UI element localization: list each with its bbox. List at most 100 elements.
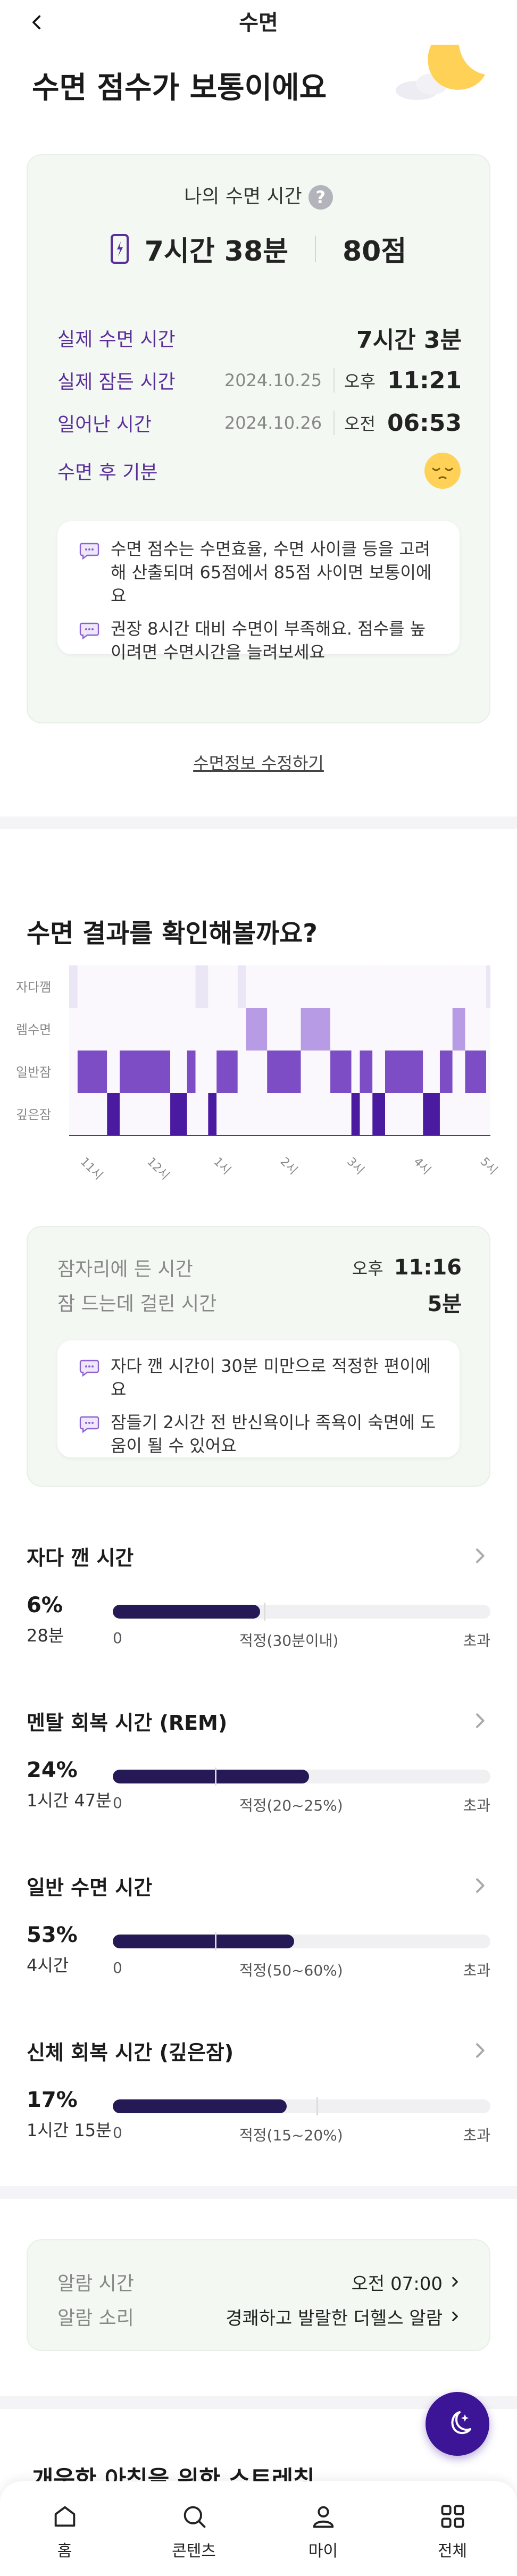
stage-bar-range: 적정(20~25%): [239, 1797, 343, 1814]
actual-sleep-row: 실제 수면 시간 7시간 3분: [57, 322, 462, 354]
sleep-score-notes: 수면 점수는 수면효율, 수면 사이클 등을 고려해 산출되며 65점에서 85…: [57, 521, 460, 662]
divider: [314, 235, 316, 262]
stage-bar-zero: 0: [113, 2124, 122, 2141]
bedtime-ampm: 오후: [352, 1258, 383, 1279]
chart-x-tick-label: 4시: [411, 1155, 433, 1178]
chart-segment-awake: [69, 965, 78, 1008]
chart-segment-awake: [486, 965, 490, 1008]
stage-percent: 53%: [27, 1923, 78, 1947]
note-text: 권장 8시간 대비 수면이 부족해요. 점수를 높이려면 수면시간을 늘려보세요: [111, 619, 426, 662]
woke-up-row: 일어난 시간 2024.10.26 오전 06:53: [57, 407, 462, 439]
stage-bar-range: 적정(15~20%): [239, 2127, 343, 2144]
stage-bar-tick: [214, 1932, 216, 1950]
stage-title: 일반 수면 시간: [27, 1875, 153, 1899]
home-icon: [54, 2506, 75, 2527]
my-sleep-time-heading: 나의 수면 시간?: [0, 181, 517, 210]
sleep-score: 80점: [342, 236, 407, 268]
stage-awake[interactable]: 자다 깬 시간 6% 28분 0 적정(30분이내) 초과: [27, 1540, 490, 1673]
stage-bar-tick: [316, 2097, 319, 2115]
alarm-time-value: 오전 07:00: [351, 2273, 443, 2295]
chart-segment-light: [439, 1051, 453, 1093]
chart-segment-light: [360, 1051, 373, 1093]
stage-bar-over: 초과: [463, 1797, 490, 1814]
stage-light[interactable]: 일반 수면 시간 53% 4시간 0 적정(50~60%) 초과: [27, 1870, 490, 2003]
chart-segment-awake: [237, 965, 246, 1008]
chevron-left-icon: [32, 15, 41, 30]
note-text: 자다 깬 시간이 30분 미만으로 적정한 편이에요: [111, 1356, 431, 1399]
nav-contents[interactable]: 콘텐츠: [129, 2481, 258, 2576]
note-item: 권장 8시간 대비 수면이 부족해요. 점수를 높이려면 수면시간을 늘려보세요: [79, 617, 438, 664]
chart-segment-light: [187, 1051, 196, 1093]
chart-x-tick-label: 11시: [78, 1155, 105, 1183]
stage-bar-over: 초과: [463, 2127, 490, 2144]
chart-segment-awake: [195, 965, 209, 1008]
stage-percent: 6%: [27, 1593, 63, 1618]
stage-rem[interactable]: 멘탈 회복 시간 (REM) 24% 1시간 47분 0 적정(20~25%) …: [27, 1705, 490, 1838]
alarm-time-row[interactable]: 알람 시간 오전 07:00: [57, 2267, 462, 2297]
info-date: 2024.10.26: [224, 413, 322, 433]
nav-home[interactable]: 홈: [0, 2481, 129, 2576]
note-item: 수면 점수는 수면효율, 수면 사이클 등을 고려해 산출되며 65점에서 85…: [79, 537, 438, 607]
info-label: 실제 잠든 시간: [57, 371, 176, 393]
chart-segment-deep: [423, 1093, 440, 1136]
stage-bar-fill: [113, 2099, 287, 2113]
note-text: 잠들기 2시간 전 반신욕이나 족욕이 숙면에 도움이 될 수 있어요: [111, 1412, 436, 1456]
alarm-sound-label: 알람 소리: [57, 2307, 134, 2329]
sleep-latency-label: 잠 드는데 걸린 시간: [57, 1293, 217, 1315]
sleep-latency-row: 잠 드는데 걸린 시간 5분: [57, 1287, 462, 1317]
person-icon: [313, 2506, 333, 2528]
note-item: 잠들기 2시간 전 반신욕이나 족욕이 숙면에 도움이 될 수 있어요: [79, 1411, 438, 1457]
fell-asleep-value: 11:21: [387, 366, 462, 394]
chart-segment-deep: [351, 1093, 360, 1136]
nav-label: 마이: [308, 2542, 338, 2561]
help-icon[interactable]: ?: [308, 185, 333, 210]
total-sleep-row: 7시간 38분 80점: [0, 229, 517, 269]
stage-duration: 1시간 47분: [27, 1790, 112, 1811]
chart-segment-light: [465, 1051, 487, 1093]
chart-segment-light: [385, 1051, 423, 1093]
chart-segment-deep: [170, 1093, 187, 1136]
sleep-mode-button[interactable]: [426, 2392, 489, 2456]
chart-x-tick-label: 2시: [278, 1155, 300, 1178]
alarm-sound-row[interactable]: 알람 소리 경쾌하고 발랄한 더헬스 알람: [57, 2302, 462, 2331]
chart-segment-light: [120, 1051, 171, 1093]
stage-bar-range: 적정(30분이내): [239, 1632, 339, 1649]
stage-bar-over: 초과: [463, 1632, 490, 1649]
chart-x-tick-label: 12시: [144, 1155, 172, 1183]
chart-segment-deep: [208, 1093, 217, 1136]
nav-label: 홈: [57, 2542, 72, 2561]
info-ampm: 오후: [333, 368, 376, 393]
stage-deep[interactable]: 신체 회복 시간 (깊은잠) 17% 1시간 15분 0 적정(15~20%) …: [27, 2035, 490, 2167]
stage-bar-zero: 0: [113, 1629, 122, 1647]
bedtime-row: 잠자리에 든 시간 오후 11:16: [57, 1253, 462, 1282]
page-title: 수면: [239, 11, 278, 35]
alarm-time-label: 알람 시간: [57, 2273, 134, 2295]
note-text: 수면 점수는 수면효율, 수면 사이클 등을 고려해 산출되며 65점에서 85…: [111, 539, 432, 606]
sleep-score-title: 수면 점수가 보통이에요: [32, 71, 327, 105]
stage-bar-track: [113, 1605, 490, 1619]
bedtime-label: 잠자리에 든 시간: [57, 1258, 193, 1280]
chart-segment-light: [216, 1051, 238, 1093]
edit-sleep-info-link[interactable]: 수면정보 수정하기: [0, 750, 517, 774]
chevron-right-icon: [452, 2311, 458, 2322]
stage-duration: 1시간 15분: [27, 2120, 112, 2140]
nav-label: 콘텐츠: [172, 2542, 216, 2561]
chart-row-label: 자다깸: [16, 980, 51, 995]
chart-segment-deep: [107, 1093, 120, 1136]
edit-sleep-info-label: 수면정보 수정하기: [193, 753, 324, 773]
nav-my[interactable]: 마이: [258, 2481, 388, 2576]
chevron-right-icon: [476, 1713, 485, 1728]
actual-sleep-value: 7시간 3분: [356, 327, 462, 354]
fell-asleep-row: 실제 잠든 시간 2024.10.25 오후 11:21: [57, 364, 462, 396]
mood-row: 수면 후 기분: [57, 453, 462, 489]
chart-segment-light: [330, 1051, 352, 1093]
note-item: 자다 깬 시간이 30분 미만으로 적정한 편이에요: [79, 1354, 438, 1401]
stage-bar-tick: [264, 1603, 265, 1621]
chevron-right-icon: [452, 2277, 458, 2287]
chart-x-tick-label: 1시: [211, 1155, 233, 1178]
stage-title: 신체 회복 시간 (깊은잠): [27, 2040, 234, 2064]
chart-row-label: 깊은잠: [16, 1107, 51, 1122]
stage-bar-fill: [113, 1935, 294, 1948]
nav-all[interactable]: 전체: [388, 2481, 517, 2576]
back-button[interactable]: [21, 6, 53, 38]
